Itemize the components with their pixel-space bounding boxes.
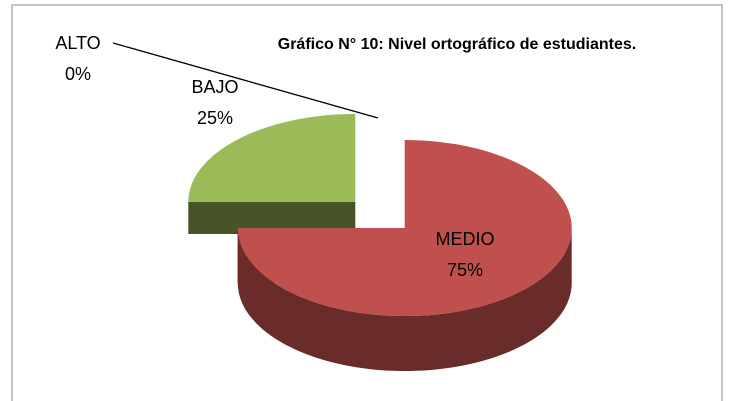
data-labels: ALTO 0% BAJO 25% MEDIO 75% [55, 33, 494, 280]
slice-side [188, 202, 356, 234]
chart-frame [11, 4, 723, 401]
data-label-category: ALTO [55, 33, 100, 53]
data-label-category: BAJO [191, 77, 238, 97]
data-label-category: MEDIO [435, 229, 494, 249]
slice [237, 140, 572, 316]
pie [188, 114, 572, 371]
data-label-value: 0% [65, 64, 91, 84]
data-label-value: 75% [447, 260, 483, 280]
chart-title: Gráfico N° 10: Nivel ortográfico de estu… [278, 36, 636, 53]
slice [188, 114, 356, 202]
leader-line [112, 42, 379, 119]
slice-wall [237, 228, 572, 371]
data-label-value: 25% [197, 108, 233, 128]
